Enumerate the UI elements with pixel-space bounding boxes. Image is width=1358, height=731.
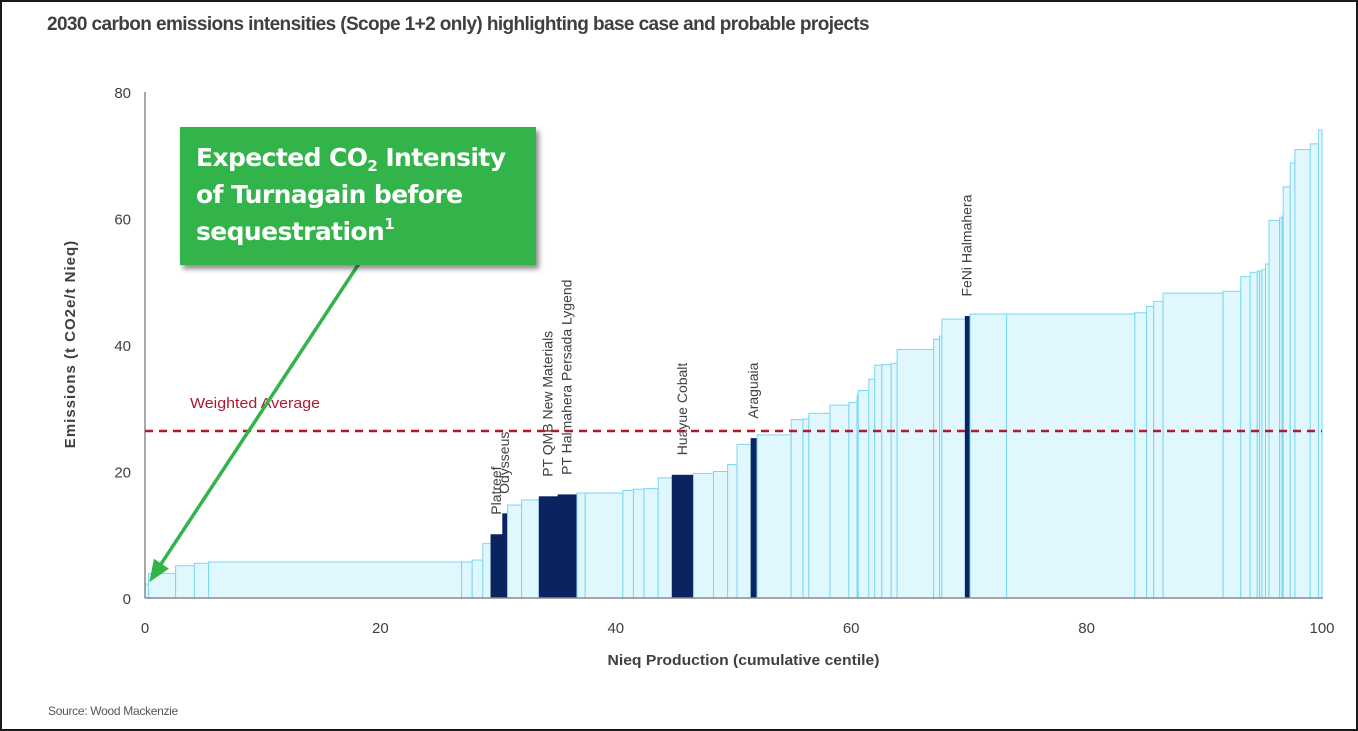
project-bar — [1134, 312, 1148, 599]
project-bar — [712, 471, 729, 599]
x-tick-label: 40 — [607, 620, 624, 637]
highlighted-project-bar — [502, 513, 509, 599]
callout-line-3: sequestration1 — [196, 215, 395, 247]
project-label: Odysseus — [496, 432, 512, 494]
x-tick-label: 0 — [141, 620, 149, 637]
project-label: Huayue Cobalt — [674, 363, 690, 456]
project-bar — [857, 390, 870, 599]
project-label: FeNi Halmahera — [959, 194, 975, 296]
turnagain-callout: Expected CO2 Intensity of Turnagain befo… — [180, 127, 536, 265]
x-tick-label: 20 — [372, 620, 389, 637]
project-bar — [829, 404, 850, 599]
highlighted-project-bar — [964, 316, 971, 599]
highlighted-project-bar — [538, 496, 559, 599]
project-bar — [1162, 292, 1224, 599]
project-bar — [1268, 219, 1281, 599]
project-bar — [727, 464, 738, 599]
project-bar — [632, 488, 645, 599]
y-tick-label: 40 — [114, 338, 131, 355]
project-bar — [1317, 129, 1323, 599]
axes-group — [144, 92, 1323, 599]
project-bar — [1146, 305, 1155, 599]
x-tick-label: 80 — [1078, 620, 1095, 637]
project-bar — [507, 504, 523, 599]
project-bar — [1222, 290, 1242, 599]
weighted-average-label: Weighted Average — [190, 395, 320, 412]
project-bar — [521, 499, 540, 599]
project-bar — [1289, 162, 1296, 599]
project-bar — [461, 561, 473, 599]
y-axis-label: Emissions (t CO2e/t Nieq) — [62, 240, 79, 448]
y-tick-label: 20 — [114, 465, 131, 482]
ticks-group: 0 20 40 60 80 100 0 20 40 60 80 — [114, 85, 1334, 637]
y-tick-label: 0 — [123, 591, 131, 608]
project-bar — [1153, 300, 1164, 599]
project-bar — [1249, 271, 1258, 599]
project-bar — [622, 489, 634, 599]
project-bar — [1309, 143, 1319, 599]
highlighted-project-bar — [490, 534, 504, 599]
project-bar — [736, 443, 752, 599]
project-bar — [576, 492, 586, 599]
project-label: Platreef — [488, 466, 504, 514]
project-bar — [1006, 313, 1136, 599]
x-tick-label: 100 — [1309, 620, 1334, 637]
project-bar — [692, 472, 714, 599]
project-bar — [1282, 186, 1291, 599]
project-bar — [868, 378, 876, 599]
highlighted-project-bar — [557, 494, 578, 599]
project-bar — [175, 565, 195, 599]
project-bar — [941, 318, 966, 599]
arrow-shaft — [156, 261, 362, 570]
project-bar — [1294, 149, 1311, 599]
callout-arrow-icon — [149, 261, 362, 583]
project-bar — [657, 477, 673, 599]
callout-line-1: Expected CO2 Intensity — [196, 143, 506, 175]
project-bar — [933, 338, 940, 599]
project-bar — [874, 364, 883, 599]
source-note: Source: Wood Mackenzie — [48, 704, 178, 718]
project-bar — [482, 543, 492, 599]
project-bar — [756, 434, 792, 599]
project-bar — [802, 418, 810, 599]
project-bar — [790, 419, 804, 599]
y-tick-label: 80 — [114, 85, 131, 102]
project-bar — [896, 348, 935, 599]
project-bar — [881, 364, 892, 599]
project-label: PT QMB New Materials — [540, 331, 556, 477]
project-bar — [584, 492, 624, 599]
project-bar — [208, 561, 463, 599]
highlighted-project-bar — [671, 474, 694, 599]
x-axis-label: Nieq Production (cumulative centile) — [608, 652, 880, 669]
project-bar — [1261, 269, 1267, 599]
project-bar — [1240, 276, 1251, 599]
project-bar — [193, 562, 210, 599]
callout-line-2: of Turnagain before — [196, 180, 463, 209]
x-tick-label: 60 — [843, 620, 860, 637]
project-bar — [890, 362, 898, 599]
highlighted-project-bar — [750, 438, 758, 599]
project-label: PT Halmahera Persada Lygend — [559, 280, 575, 475]
project-bar — [969, 313, 1008, 599]
y-tick-label: 60 — [114, 212, 131, 229]
chart-title: 2030 carbon emissions intensities (Scope… — [47, 14, 870, 35]
project-bar — [808, 412, 831, 599]
arrow-head — [149, 558, 169, 583]
project-bar — [643, 488, 659, 599]
project-bar — [471, 559, 484, 599]
project-label: Araguaia — [745, 362, 761, 418]
